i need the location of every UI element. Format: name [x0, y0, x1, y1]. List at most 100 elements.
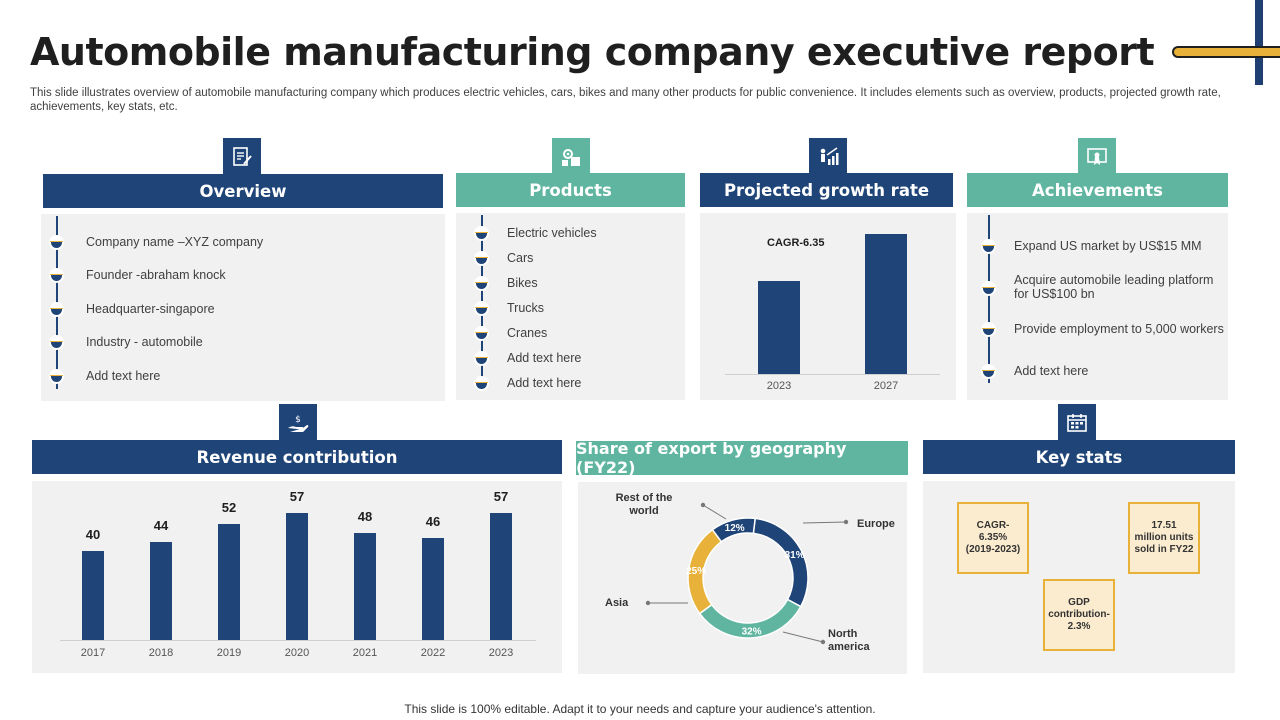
- bar-2023: [490, 513, 512, 640]
- products-header: Products: [456, 173, 685, 207]
- bar-2020: [286, 513, 308, 640]
- svg-text:$: $: [295, 415, 301, 425]
- slice-value-label: 32%: [742, 626, 762, 637]
- legend-rest-of-world: Rest of the world: [615, 492, 673, 517]
- keystats-header: Key stats: [923, 440, 1235, 474]
- leader-line: [702, 504, 727, 520]
- list-item: Acquire automobile leading platform for …: [1014, 273, 1214, 301]
- gear-puzzle-icon: [550, 136, 592, 178]
- slice-europe: [752, 517, 809, 608]
- tick-label: 2021: [352, 647, 378, 659]
- bullet-icon: [474, 301, 489, 316]
- bullet-icon: [49, 268, 64, 283]
- document-pen-icon: [221, 136, 263, 178]
- data-label: 52: [221, 500, 237, 516]
- calendar-icon: [1056, 402, 1098, 444]
- list-item: Cranes: [507, 326, 548, 340]
- keystats-panel: CAGR-6.35% (2019-2023) GDP contribution-…: [923, 481, 1235, 673]
- tick-label: 2017: [80, 647, 106, 659]
- list-item: Add text here: [1014, 364, 1089, 378]
- bullet-icon: [474, 226, 489, 241]
- decor-vertical-bar: [1255, 0, 1263, 85]
- list-item: Company name –XYZ company: [86, 235, 264, 249]
- stat-units-sold: 17.51 million units sold in FY22: [1128, 502, 1200, 574]
- overview-list: Company name –XYZ company Founder -abrah…: [41, 214, 445, 389]
- leader-dot: [843, 519, 849, 525]
- bullet-icon: [49, 235, 64, 250]
- revenue-bar-chart: 40 2017 44 2018 52 2019 57 2020 48 2021 46 2022 57 20…: [32, 481, 562, 673]
- money-hand-icon: $: [277, 402, 319, 444]
- legend-europe: Europe: [857, 518, 895, 530]
- bar-2022: [422, 537, 444, 640]
- growth-chart-icon: [807, 136, 849, 178]
- bullet-icon: [49, 335, 64, 350]
- x-axis-line: [60, 640, 536, 641]
- bar-2027: [865, 234, 907, 374]
- bullet-icon: [474, 351, 489, 366]
- slice-value-label: 25%: [686, 566, 706, 577]
- list-item: Add text here: [507, 376, 582, 390]
- bullet-icon: [474, 251, 489, 266]
- certificate-icon: [1076, 136, 1118, 178]
- legend-asia: Asia: [605, 597, 629, 609]
- revenue-header: Revenue contribution: [32, 440, 562, 474]
- bullet-icon: [981, 239, 996, 254]
- tick-label: 2018: [148, 647, 174, 659]
- products-list: Electric vehicles Cars Bikes Trucks Cran…: [466, 213, 685, 391]
- data-label: 46: [425, 513, 441, 529]
- tick-label: 2023: [488, 647, 514, 659]
- list-item: Provide employment to 5,000 workers: [1014, 322, 1224, 336]
- slice-rest-of-the-world: [711, 517, 757, 543]
- leader-dot: [700, 502, 706, 508]
- list-item: Cars: [507, 251, 534, 265]
- list-item: Electric vehicles: [507, 226, 597, 240]
- bullet-icon: [474, 276, 489, 291]
- bullet-icon: [981, 322, 996, 337]
- bullet-icon: [474, 376, 489, 391]
- data-label: 44: [153, 517, 169, 533]
- list-item: Bikes: [507, 276, 538, 290]
- growth-header: Projected growth rate: [700, 173, 953, 207]
- growth-bar-chart: 2023 2027: [700, 213, 956, 400]
- data-label: 57: [493, 489, 509, 504]
- footer-note: This slide is 100% editable. Adapt it to…: [404, 702, 876, 716]
- bullet-icon: [474, 326, 489, 341]
- list-item: Trucks: [507, 301, 545, 315]
- bar-2023: [758, 280, 800, 374]
- bullet-icon: [49, 369, 64, 384]
- leader-dot: [645, 600, 651, 606]
- tick-label: 2019: [216, 647, 242, 659]
- list-item: Add text here: [86, 369, 161, 383]
- revenue-panel: 40 2017 44 2018 52 2019 57 2020 48 2021 46 2022 57 20…: [32, 481, 562, 673]
- list-item: Industry - automobile: [86, 335, 203, 349]
- data-label: 40: [85, 526, 101, 542]
- tick-label: 2027: [873, 380, 899, 392]
- export-panel: 31% 32% 25% 12% Rest of the world Europe As…: [578, 482, 907, 674]
- achievements-header: Achievements: [967, 173, 1228, 207]
- products-panel: Electric vehicles Cars Bikes Trucks Cran…: [456, 213, 685, 400]
- stat-gdp: GDP contribution-2.3%: [1043, 579, 1115, 651]
- list-item: Expand US market by US$15 MM: [1014, 239, 1202, 253]
- data-label: 57: [289, 489, 305, 504]
- list-item: Add text here: [507, 351, 582, 365]
- overview-panel: Company name –XYZ company Founder -abrah…: [41, 214, 445, 401]
- overview-header: Overview: [43, 174, 443, 208]
- achievements-list: Expand US market by US$15 MM Acquire aut…: [973, 213, 1228, 383]
- list-item: Founder -abraham knock: [86, 268, 226, 282]
- cagr-label: CAGR-6.35: [767, 237, 825, 249]
- tick-label: 2023: [766, 380, 792, 392]
- bar-2019: [218, 524, 240, 640]
- page-title: Automobile manufacturing company executi…: [30, 30, 1155, 74]
- bullet-icon: [981, 364, 996, 379]
- export-header: Share of export by geography (FY22): [576, 439, 908, 477]
- growth-panel: CAGR-6.35 2023 2027: [700, 213, 956, 400]
- tick-label: 2020: [284, 647, 310, 659]
- export-donut-chart: 31% 32% 25% 12%: [645, 502, 849, 645]
- bar-2021: [354, 533, 376, 640]
- bar-2017: [82, 550, 104, 640]
- leader-line: [782, 631, 824, 643]
- tick-label: 2022: [420, 647, 446, 659]
- list-item: Headquarter-singapore: [86, 302, 215, 316]
- bar-2018: [150, 541, 172, 640]
- x-axis-line: [725, 374, 940, 375]
